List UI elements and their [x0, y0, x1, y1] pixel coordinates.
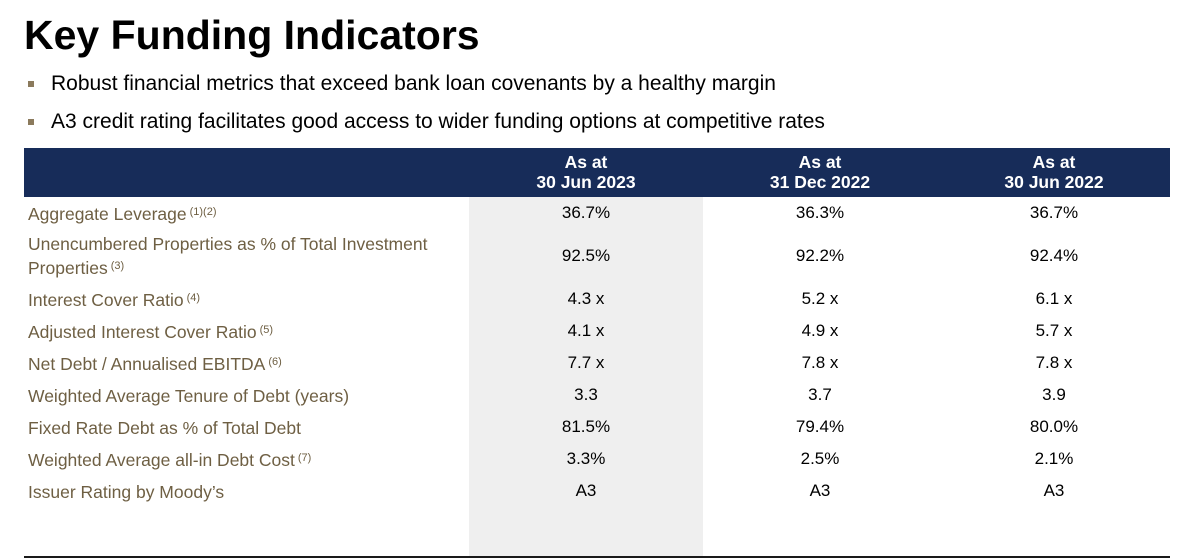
row-label: Net Debt / Annualised EBITDA (6) — [28, 347, 458, 379]
funding-indicators-table: As at 30 Jun 2023 As at 31 Dec 2022 As a… — [24, 148, 1170, 558]
row-label: Weighted Average all-in Debt Cost (7) — [28, 443, 458, 475]
page-title: Key Funding Indicators — [24, 12, 480, 58]
cell-value: 4.1 x — [567, 321, 605, 340]
bullet-item: A3 credit rating facilitates good access… — [24, 108, 825, 136]
cell-value: 4.3 x — [567, 289, 605, 308]
cell-value: 3.7 — [808, 385, 832, 404]
cell-value: 7.7 x — [567, 353, 605, 372]
row-label-text: Adjusted Interest Cover Ratio — [28, 322, 257, 342]
square-bullet-icon — [28, 119, 34, 125]
table-row: Adjusted Interest Cover Ratio (5) 4.1 x 4… — [24, 315, 1170, 347]
cell-value: 5.7 x — [1035, 321, 1073, 340]
cell-value: 4.9 x — [801, 321, 839, 340]
cell-value: 7.8 x — [801, 353, 839, 372]
table-row: Fixed Rate Debt as % of Total Debt 81.5%… — [24, 411, 1170, 443]
footnote-ref: (5) — [259, 324, 274, 336]
footnote-ref: (1)(2) — [189, 206, 217, 218]
footnote-ref: (6) — [268, 356, 282, 368]
bullet-text: Robust financial metrics that exceed ban… — [51, 72, 776, 95]
column-header-line2: 30 Jun 2022 — [1004, 172, 1104, 192]
cell-value: 36.7% — [561, 203, 611, 222]
table-row: Weighted Average all-in Debt Cost (7) 3.3… — [24, 443, 1170, 475]
column-header-30-jun-2022: As at 30 Jun 2022 — [937, 152, 1171, 192]
row-label: Weighted Average Tenure of Debt (years) — [28, 379, 458, 411]
cell-value: 7.8 x — [1035, 353, 1073, 372]
table-row: Issuer Rating by Moody’s A3 A3 A3 — [24, 475, 1170, 507]
row-label-text: Weighted Average Tenure of Debt (years) — [28, 386, 350, 406]
footnote-ref: (4) — [186, 292, 201, 304]
cell-value: 92.4% — [1029, 246, 1079, 265]
square-bullet-icon — [28, 81, 34, 87]
cell-value: 3.9 — [1042, 385, 1066, 404]
table-row: Interest Cover Ratio (4) 4.3 x 5.2 x 6.1 … — [24, 283, 1170, 315]
column-header-line2: 31 Dec 2022 — [769, 172, 871, 192]
cell-value: 3.3% — [566, 449, 606, 468]
row-label: Issuer Rating by Moody’s — [28, 475, 458, 507]
bullet-text: A3 credit rating facilitates good access… — [51, 110, 825, 133]
row-label: Unencumbered Properties as % of Total In… — [28, 229, 458, 283]
row-label: Interest Cover Ratio (4) — [28, 283, 458, 315]
cell-value: 92.5% — [561, 246, 611, 265]
cell-value: 80.0% — [1029, 417, 1079, 436]
row-label-text: Net Debt / Annualised EBITDA — [28, 354, 266, 374]
table-row: Net Debt / Annualised EBITDA (6) 7.7 x 7.… — [24, 347, 1170, 379]
cell-value: 36.3% — [795, 203, 845, 222]
cell-value: 3.3 — [574, 385, 598, 404]
bullet-item: Robust financial metrics that exceed ban… — [24, 70, 825, 98]
footnote-ref: (3) — [110, 260, 125, 272]
cell-value: 2.5% — [800, 449, 840, 468]
row-label-text: Issuer Rating by Moody’s — [28, 482, 225, 502]
cell-value: A3 — [1043, 481, 1065, 500]
row-label: Fixed Rate Debt as % of Total Debt — [28, 411, 458, 443]
cell-value: 81.5% — [561, 417, 611, 436]
row-label-text: Fixed Rate Debt as % of Total Debt — [28, 418, 302, 438]
table-row: Unencumbered Properties as % of Total In… — [24, 229, 1170, 283]
cell-value: 5.2 x — [801, 289, 839, 308]
column-header-31-dec-2022: As at 31 Dec 2022 — [703, 152, 937, 192]
table-row: Weighted Average Tenure of Debt (years) … — [24, 379, 1170, 411]
row-label: Aggregate Leverage (1)(2) — [28, 197, 458, 229]
row-label-text: Unencumbered Properties as % of Total In… — [28, 234, 428, 278]
row-label-text: Weighted Average all-in Debt Cost — [28, 450, 295, 470]
row-label-text: Interest Cover Ratio — [28, 290, 184, 310]
column-header-line1: As at — [798, 152, 842, 172]
table-row: Aggregate Leverage (1)(2) 36.7% 36.3% 36.… — [24, 197, 1170, 229]
column-header-line2: 30 Jun 2023 — [536, 172, 636, 192]
cell-value: A3 — [575, 481, 597, 500]
row-label: Adjusted Interest Cover Ratio (5) — [28, 315, 458, 347]
cell-value: 92.2% — [795, 246, 845, 265]
cell-value: 36.7% — [1029, 203, 1079, 222]
column-header-30-jun-2023: As at 30 Jun 2023 — [469, 152, 703, 192]
cell-value: A3 — [809, 481, 831, 500]
bullet-list: Robust financial metrics that exceed ban… — [24, 70, 825, 146]
cell-value: 6.1 x — [1035, 289, 1073, 308]
column-header-line1: As at — [1032, 152, 1076, 172]
footnote-ref: (7) — [297, 452, 312, 464]
highlighted-column — [469, 197, 703, 556]
table-header: As at 30 Jun 2023 As at 31 Dec 2022 As a… — [24, 148, 1170, 197]
column-header-line1: As at — [564, 152, 608, 172]
row-label-text: Aggregate Leverage — [28, 204, 187, 224]
cell-value: 2.1% — [1034, 449, 1074, 468]
cell-value: 79.4% — [795, 417, 845, 436]
